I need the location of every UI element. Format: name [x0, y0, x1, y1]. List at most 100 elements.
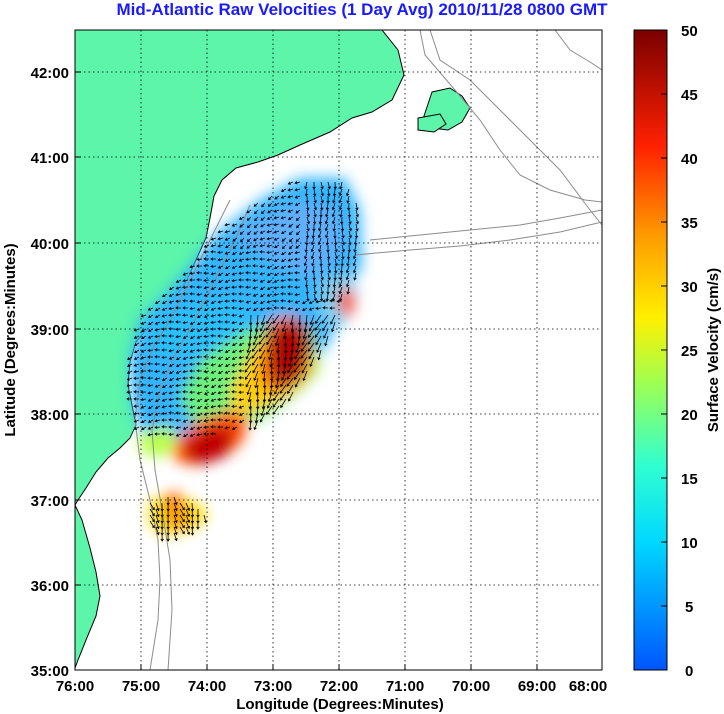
velocity-arrow: [182, 292, 189, 296]
velocity-arrow: [308, 300, 315, 304]
velocity-arrow: [273, 209, 280, 213]
velocity-arrow: [217, 363, 224, 367]
velocity-arrow: [287, 391, 294, 402]
velocity-arrow: [134, 349, 140, 353]
velocity-arrow: [260, 356, 266, 367]
velocity-arrow: [266, 272, 273, 276]
velocity-arrow: [210, 250, 217, 254]
velocity-arrow: [253, 237, 259, 242]
velocity-arrow: [267, 391, 273, 403]
velocity-arrow: [333, 230, 337, 239]
velocity-arrow: [273, 223, 280, 227]
velocity-arrow: [287, 307, 294, 311]
velocity-arrow: [154, 391, 161, 395]
x-tick-label: 75:00: [122, 678, 160, 695]
velocity-arrow: [300, 349, 308, 359]
velocity-arrow: [161, 307, 168, 311]
velocity-arrow: [140, 383, 147, 387]
velocity-arrow: [338, 188, 343, 197]
velocity-arrow: [348, 230, 352, 239]
velocity-arrow: [126, 397, 133, 401]
velocity-arrow: [287, 209, 294, 213]
velocity-arrow: [289, 244, 294, 250]
velocity-arrow: [246, 209, 252, 214]
velocity-arrow: [154, 369, 161, 374]
velocity-arrow: [203, 271, 210, 275]
velocity-arrow: [161, 355, 168, 360]
velocity-arrow: [147, 307, 154, 311]
velocity-arrow: [238, 278, 245, 282]
velocity-arrow: [161, 418, 168, 422]
velocity-arrow: [189, 433, 196, 437]
velocity-arrow: [217, 293, 224, 297]
velocity-arrow: [224, 342, 231, 346]
velocity-arrow: [238, 405, 245, 409]
velocity-arrow: [244, 356, 252, 366]
velocity-arrow: [321, 314, 329, 324]
velocity-arrow: [280, 209, 287, 213]
velocity-arrow: [238, 349, 245, 353]
velocity-arrow: [265, 328, 273, 338]
velocity-arrow: [320, 202, 324, 211]
velocity-arrow: [266, 223, 273, 227]
velocity-arrow: [203, 432, 210, 436]
velocity-arrow: [306, 293, 310, 302]
velocity-arrow: [314, 328, 322, 338]
velocity-arrow: [148, 405, 154, 409]
x-tick-label: 71:00: [386, 678, 424, 695]
velocity-arrow: [196, 391, 203, 395]
velocity-arrow: [196, 369, 203, 373]
velocity-arrow: [304, 244, 308, 253]
velocity-arrow: [300, 356, 308, 366]
velocity-arrow: [331, 321, 336, 333]
velocity-arrow: [245, 292, 252, 297]
velocity-arrow: [303, 265, 308, 274]
velocity-arrow: [273, 306, 280, 310]
velocity-arrow: [141, 419, 147, 423]
velocity-arrow: [238, 390, 245, 394]
velocity-arrow: [190, 328, 196, 332]
velocity-arrow: [259, 264, 266, 269]
velocity-arrow: [261, 202, 266, 208]
velocity-arrow: [294, 251, 301, 255]
velocity-arrow: [196, 376, 203, 380]
velocity-arrow: [317, 230, 322, 239]
velocity-arrow: [252, 286, 259, 290]
velocity-arrow: [341, 244, 345, 253]
velocity-arrow: [289, 349, 294, 361]
velocity-arrow: [225, 363, 231, 367]
velocity-arrow: [239, 335, 245, 339]
velocity-arrow: [210, 279, 217, 283]
velocity-arrow: [155, 502, 160, 512]
velocity-arrow: [231, 369, 238, 374]
velocity-arrow: [231, 363, 238, 367]
velocity-arrow: [176, 356, 182, 360]
velocity-arrow: [273, 251, 280, 255]
velocity-arrow: [210, 348, 217, 352]
velocity-arrow: [254, 377, 259, 389]
velocity-arrow: [332, 188, 337, 197]
velocity-arrow: [273, 299, 280, 303]
velocity-arrow: [231, 306, 238, 310]
velocity-arrow: [273, 292, 280, 297]
velocity-arrow: [210, 257, 216, 261]
velocity-arrow: [161, 314, 168, 318]
velocity-arrow: [315, 300, 322, 304]
velocity-arrow: [147, 419, 154, 423]
velocity-arrow: [126, 390, 133, 394]
velocity-arrow: [355, 202, 359, 211]
velocity-arrow: [231, 404, 238, 408]
velocity-arrow: [196, 300, 203, 304]
velocity-arrow: [280, 188, 287, 192]
velocity-arrow: [272, 398, 280, 408]
velocity-arrow: [315, 335, 322, 346]
velocity-arrow: [313, 202, 317, 211]
velocity-arrow: [179, 520, 185, 529]
velocity-arrow: [267, 279, 273, 283]
velocity-arrow: [126, 370, 133, 374]
velocity-arrow: [294, 285, 301, 289]
velocity-arrow: [224, 370, 231, 374]
velocity-arrow: [196, 520, 200, 530]
velocity-arrow: [253, 202, 259, 207]
velocity-arrow: [161, 341, 168, 345]
